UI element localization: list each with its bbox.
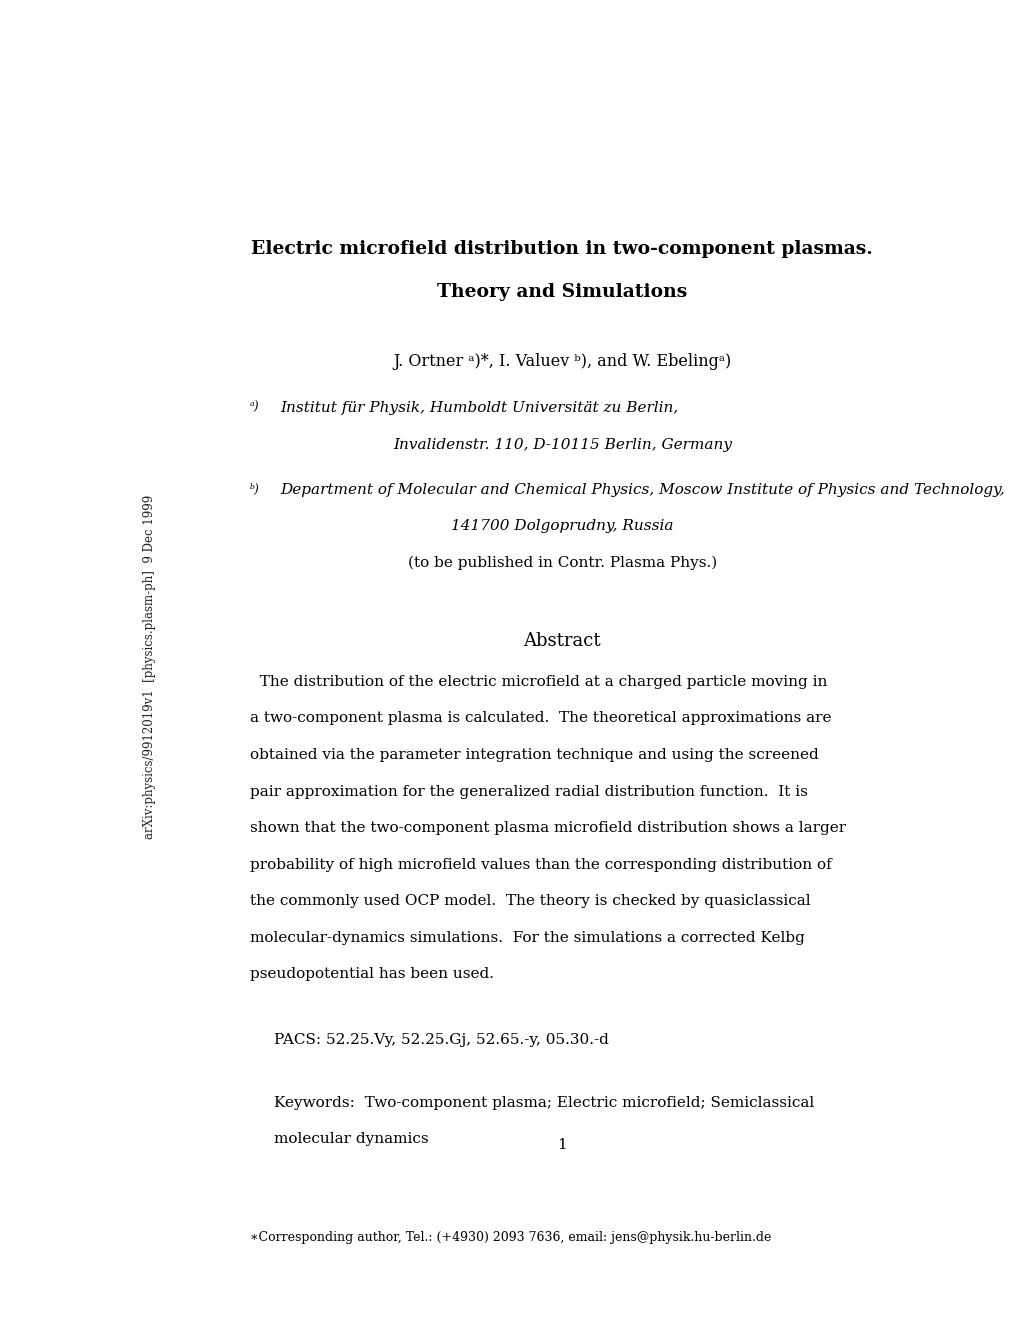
- Text: molecular-dynamics simulations.  For the simulations a corrected Kelbg: molecular-dynamics simulations. For the …: [250, 931, 804, 945]
- Text: (to be published in Contr. Plasma Phys.): (to be published in Contr. Plasma Phys.): [408, 556, 716, 570]
- Text: The distribution of the electric microfield at a charged particle moving in: The distribution of the electric microfi…: [250, 675, 826, 689]
- Text: the commonly used OCP model.  The theory is checked by quasiclassical: the commonly used OCP model. The theory …: [250, 894, 810, 908]
- Text: pair approximation for the generalized radial distribution function.  It is: pair approximation for the generalized r…: [250, 784, 807, 799]
- Text: probability of high microfield values than the corresponding distribution of: probability of high microfield values th…: [250, 858, 830, 871]
- Text: Electric microfield distribution in two-component plasmas.: Electric microfield distribution in two-…: [251, 240, 872, 257]
- Text: molecular dynamics: molecular dynamics: [273, 1133, 428, 1146]
- Text: J. Ortner ᵃ)*, I. Valuev ᵇ), and W. Ebelingᵃ): J. Ortner ᵃ)*, I. Valuev ᵇ), and W. Ebel…: [392, 352, 731, 370]
- Text: shown that the two-component plasma microfield distribution shows a larger: shown that the two-component plasma micr…: [250, 821, 846, 836]
- Text: arXiv:physics/9912019v1  [physics.plasm-ph]  9 Dec 1999: arXiv:physics/9912019v1 [physics.plasm-p…: [143, 495, 156, 838]
- Text: 141700 Dolgoprudny, Russia: 141700 Dolgoprudny, Russia: [450, 519, 673, 533]
- Text: ᵇ): ᵇ): [250, 483, 260, 495]
- Text: Invalidenstr. 110, D-10115 Berlin, Germany: Invalidenstr. 110, D-10115 Berlin, Germa…: [392, 438, 731, 451]
- Text: Abstract: Abstract: [523, 632, 600, 649]
- Text: Keywords:  Two-component plasma; Electric microfield; Semiclassical: Keywords: Two-component plasma; Electric…: [273, 1096, 813, 1110]
- Text: pseudopotential has been used.: pseudopotential has been used.: [250, 968, 493, 982]
- Text: Theory and Simulations: Theory and Simulations: [437, 284, 687, 301]
- Text: obtained via the parameter integration technique and using the screened: obtained via the parameter integration t…: [250, 748, 818, 762]
- Text: ∗Corresponding author, Tel.: (+4930) 2093 7636, email: jens@physik.hu-berlin.de: ∗Corresponding author, Tel.: (+4930) 209…: [250, 1230, 770, 1243]
- Text: ᵃ): ᵃ): [250, 401, 260, 414]
- Text: PACS: 52.25.Vy, 52.25.Gj, 52.65.-y, 05.30.-d: PACS: 52.25.Vy, 52.25.Gj, 52.65.-y, 05.3…: [273, 1032, 608, 1047]
- Text: 1: 1: [556, 1138, 567, 1152]
- Text: a two-component plasma is calculated.  The theoretical approximations are: a two-component plasma is calculated. Th…: [250, 711, 830, 725]
- Text: Institut für Physik, Humboldt Universität zu Berlin,: Institut für Physik, Humboldt Universitä…: [280, 401, 678, 416]
- Text: Department of Molecular and Chemical Physics, Moscow Institute of Physics and Te: Department of Molecular and Chemical Phy…: [280, 483, 1004, 496]
